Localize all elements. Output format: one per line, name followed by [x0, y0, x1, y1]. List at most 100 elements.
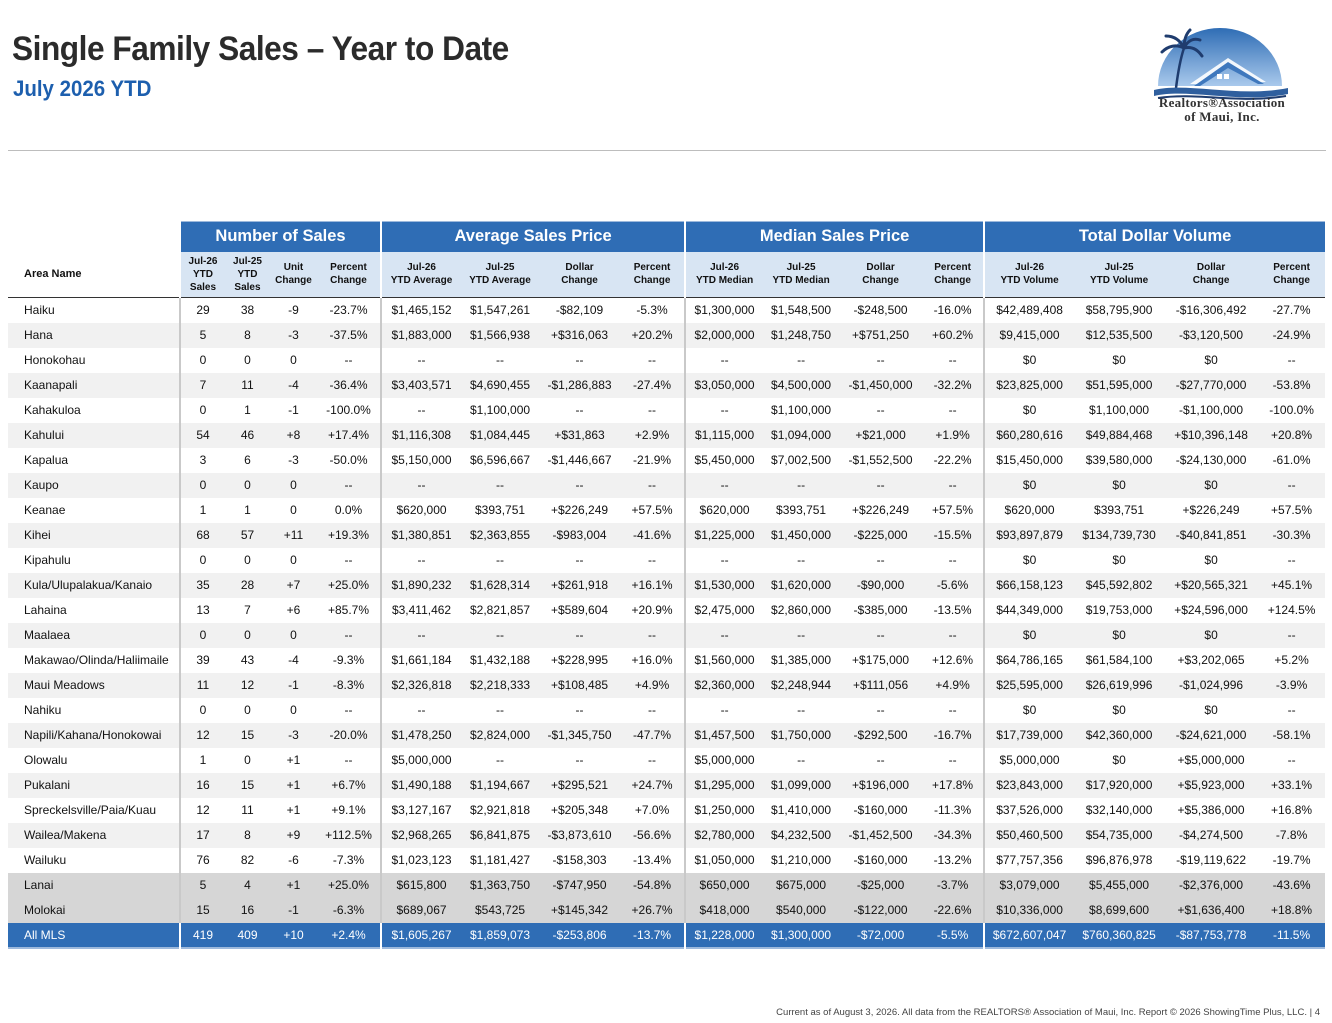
value-cell: $0	[1164, 622, 1259, 648]
value-cell: +6.7%	[317, 772, 382, 798]
table-row: Honokohau 0 0 0 -- -- -- -- -- -- -- -- -- $0 $0 $0 --	[8, 347, 1325, 373]
value-cell: --	[1287, 553, 1296, 567]
value-cell: $2,780,000	[684, 822, 764, 848]
value-cell: +9.1%	[331, 803, 366, 817]
value-cell: -$983,004	[539, 522, 621, 548]
value-cell: -37.5%	[317, 322, 382, 348]
value-cell: 1	[244, 503, 251, 517]
value-cell: $2,363,855	[461, 522, 540, 548]
value-cell: 12	[179, 797, 225, 823]
value-cell: $3,050,000	[684, 372, 764, 398]
value-cell: $1,859,073	[461, 922, 540, 948]
value-cell: 1	[179, 497, 225, 523]
value-cell: +$228,995	[551, 653, 609, 667]
value-cell: --	[317, 472, 382, 498]
value-cell: $0	[1074, 622, 1165, 648]
column-header: Jul-25 YTD Sales	[225, 251, 270, 298]
value-cell: +$108,485	[539, 672, 621, 698]
value-cell: --	[1258, 472, 1326, 498]
value-cell: 0	[244, 703, 251, 717]
value-cell: $0	[983, 697, 1075, 723]
area-name-cell: All MLS	[8, 922, 180, 948]
value-cell: -8.3%	[317, 672, 382, 698]
value-cell: $1,432,188	[470, 653, 531, 667]
value-cell: +17.4%	[317, 422, 382, 448]
column-header-line: Jul-25	[786, 262, 816, 274]
value-cell: -$82,109	[555, 303, 604, 318]
value-cell: $1,750,000	[763, 722, 840, 748]
value-cell: --	[684, 622, 764, 648]
value-cell: 13	[179, 597, 225, 623]
value-cell: $2,921,818	[470, 803, 531, 817]
value-cell: $0	[1112, 703, 1126, 717]
value-cell: -$1,286,883	[539, 372, 621, 398]
value-cell: 15	[225, 772, 270, 798]
column-header-line: Change	[633, 275, 671, 287]
value-cell: $675,000	[763, 872, 840, 898]
value-cell: -$225,000	[839, 522, 923, 548]
area-name-cell: Maalaea	[8, 622, 180, 648]
column-header-line: YTD Median	[772, 275, 830, 287]
value-cell: +57.5%	[631, 503, 673, 517]
value-cell: -7.8%	[1258, 822, 1326, 848]
value-cell: -13.4%	[633, 853, 672, 867]
value-cell: $49,884,468	[1074, 422, 1165, 448]
value-cell: $418,000	[684, 897, 764, 923]
value-cell: +$5,386,000	[1177, 803, 1245, 817]
value-cell: --	[948, 403, 957, 417]
value-cell: -19.7%	[1272, 853, 1311, 867]
value-cell: -$19,119,622	[1176, 853, 1246, 867]
column-header: Jul-26 YTD Average	[380, 251, 462, 298]
value-cell: --	[1287, 353, 1296, 367]
value-cell: --	[876, 553, 885, 567]
value-cell: -54.8%	[620, 872, 686, 898]
value-cell: --	[317, 622, 382, 648]
group-header-row: Number of Sales Average Sales Price Medi…	[8, 221, 1326, 252]
area-name-cell: Maui Meadows	[8, 672, 180, 698]
value-cell: -43.6%	[1258, 872, 1326, 898]
value-cell: --	[648, 753, 657, 767]
value-cell: $620,000	[983, 497, 1075, 523]
value-cell: $0	[983, 347, 1075, 373]
value-cell: $0	[1074, 472, 1165, 498]
value-cell: $2,360,000	[684, 672, 764, 698]
value-cell: -$4,274,500	[1164, 822, 1259, 848]
value-cell: $17,739,000	[983, 722, 1075, 748]
value-cell: -21.9%	[633, 453, 672, 467]
value-cell: --	[922, 472, 985, 498]
value-cell: -34.3%	[922, 822, 985, 848]
value-cell: -1	[270, 897, 317, 923]
column-header-line: Sales	[189, 281, 217, 293]
column-header-row: Area Name Jul-26 YTD Sales Jul-25 YTD Sales Un…	[8, 251, 1326, 298]
value-cell: $1,620,000	[763, 572, 840, 598]
value-cell: $2,824,000	[461, 722, 540, 748]
column-header: Jul-25 YTD Average	[461, 251, 540, 298]
value-cell: --	[620, 622, 686, 648]
value-cell: --	[797, 553, 806, 567]
value-cell: $12,535,500	[1074, 322, 1165, 348]
table-row: Napili/Kahana/Honokowai 12 15 -3 -20.0% $1,47…	[8, 722, 1326, 748]
value-cell: -$1,345,750	[539, 722, 621, 748]
value-cell: +25.0%	[317, 572, 382, 598]
value-cell: -4	[270, 372, 317, 398]
value-cell: +16.1%	[620, 572, 686, 598]
value-cell: $2,968,265	[380, 822, 462, 848]
value-cell: +$1,636,400	[1164, 897, 1259, 923]
column-header: Dollar Change	[539, 251, 621, 298]
value-cell: +$5,000,000	[1177, 753, 1245, 767]
value-cell: -$25,000	[839, 872, 923, 898]
value-cell: $1,100,000	[470, 403, 531, 417]
value-cell: $3,079,000	[983, 872, 1075, 898]
value-cell: $5,150,000	[380, 447, 462, 473]
value-cell: --	[620, 472, 686, 498]
value-cell: $620,000	[380, 497, 462, 523]
column-header: Dollar Change	[1164, 251, 1259, 298]
value-cell: 15	[225, 722, 270, 748]
value-cell: --	[876, 703, 885, 717]
value-cell: -$122,000	[839, 897, 923, 923]
value-cell: --	[539, 472, 621, 498]
value-cell: --	[344, 753, 353, 767]
value-cell: -20.0%	[317, 722, 382, 748]
value-cell: +1	[286, 803, 301, 817]
value-cell: $1,094,000	[763, 422, 840, 448]
